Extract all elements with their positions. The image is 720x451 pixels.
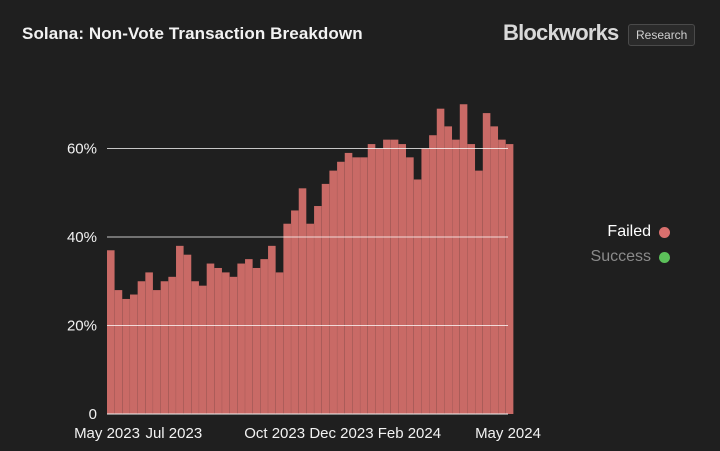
legend-item-success[interactable]: Success — [591, 248, 670, 266]
bar-failed — [329, 170, 337, 414]
bar-failed — [130, 294, 138, 414]
bar-failed — [413, 179, 422, 414]
y-tick-label: 20% — [67, 318, 97, 335]
bar-failed — [505, 144, 514, 414]
bar-failed — [344, 152, 353, 415]
bar-failed — [275, 272, 284, 414]
bar-failed — [245, 259, 253, 414]
bar-failed — [406, 157, 414, 414]
bar-failed — [390, 139, 399, 414]
bar-failed — [237, 263, 245, 414]
chart-title: Solana: Non-Vote Transaction Breakdown — [22, 24, 363, 43]
y-tick-label: 0 — [89, 406, 97, 423]
bar-failed — [475, 170, 483, 414]
bar-failed — [298, 188, 307, 414]
research-badge[interactable]: Research — [628, 24, 696, 46]
bar-failed — [229, 276, 238, 414]
bar-failed — [498, 139, 506, 414]
bar-failed — [314, 206, 322, 414]
bar-failed — [122, 298, 130, 414]
bar-failed — [306, 223, 314, 414]
bar-failed — [283, 223, 291, 414]
gridlines — [107, 148, 508, 415]
bar-failed — [421, 148, 430, 414]
bar-failed — [137, 281, 146, 414]
bar-group — [107, 104, 514, 415]
bar-failed — [153, 290, 161, 414]
y-tick-label: 40% — [67, 229, 97, 246]
y-axis: 0 20% 40% 60% — [67, 141, 97, 424]
bar-failed — [168, 276, 176, 414]
bar-failed — [352, 157, 360, 414]
bar-failed — [444, 126, 453, 414]
bar-failed — [160, 281, 169, 414]
bar-failed — [191, 281, 199, 414]
bar-failed — [145, 272, 153, 414]
legend-dot-success — [659, 251, 670, 263]
x-tick-label: Jul 2023 — [145, 425, 202, 442]
brand-logo: Blockworks — [503, 20, 619, 45]
x-axis: May 2023 Jul 2023 Oct 2023 Dec 2023 Feb 2024… — [74, 425, 541, 442]
bar-failed — [107, 250, 115, 414]
bar-failed — [490, 126, 499, 414]
bar-failed — [367, 144, 376, 414]
bar-failed — [176, 245, 184, 414]
bar-failed — [482, 113, 491, 414]
bar-failed — [199, 285, 207, 414]
bar-failed — [467, 144, 476, 414]
bar-failed — [429, 135, 437, 414]
x-tick-label: Feb 2024 — [378, 425, 441, 442]
bar-failed — [206, 263, 215, 414]
legend-label-success: Success — [590, 248, 651, 265]
bar-failed — [268, 245, 276, 414]
bar-failed — [459, 104, 468, 414]
x-tick-label: Oct 2023 — [244, 425, 305, 442]
bar-failed — [183, 254, 192, 414]
legend-dot-failed — [659, 226, 670, 238]
bar-failed — [337, 161, 345, 414]
legend-item-failed[interactable]: Failed — [607, 223, 670, 241]
bar-failed — [452, 139, 460, 414]
x-tick-label: May 2023 — [74, 425, 140, 442]
bar-failed — [252, 267, 261, 414]
bar-failed — [114, 290, 123, 414]
bar-failed — [291, 210, 299, 414]
bar-failed — [222, 272, 230, 414]
x-tick-label: Dec 2023 — [309, 425, 373, 442]
bar-failed — [436, 108, 445, 415]
x-tick-label: May 2024 — [475, 425, 541, 442]
bar-failed — [214, 267, 222, 414]
bar-failed — [383, 139, 391, 414]
bar-failed — [398, 144, 407, 414]
bar-failed — [260, 259, 268, 414]
legend-label-failed: Failed — [607, 223, 651, 240]
bar-failed — [321, 183, 330, 414]
bar-failed — [375, 148, 383, 414]
y-tick-label: 60% — [67, 141, 97, 158]
bar-failed — [360, 157, 368, 414]
